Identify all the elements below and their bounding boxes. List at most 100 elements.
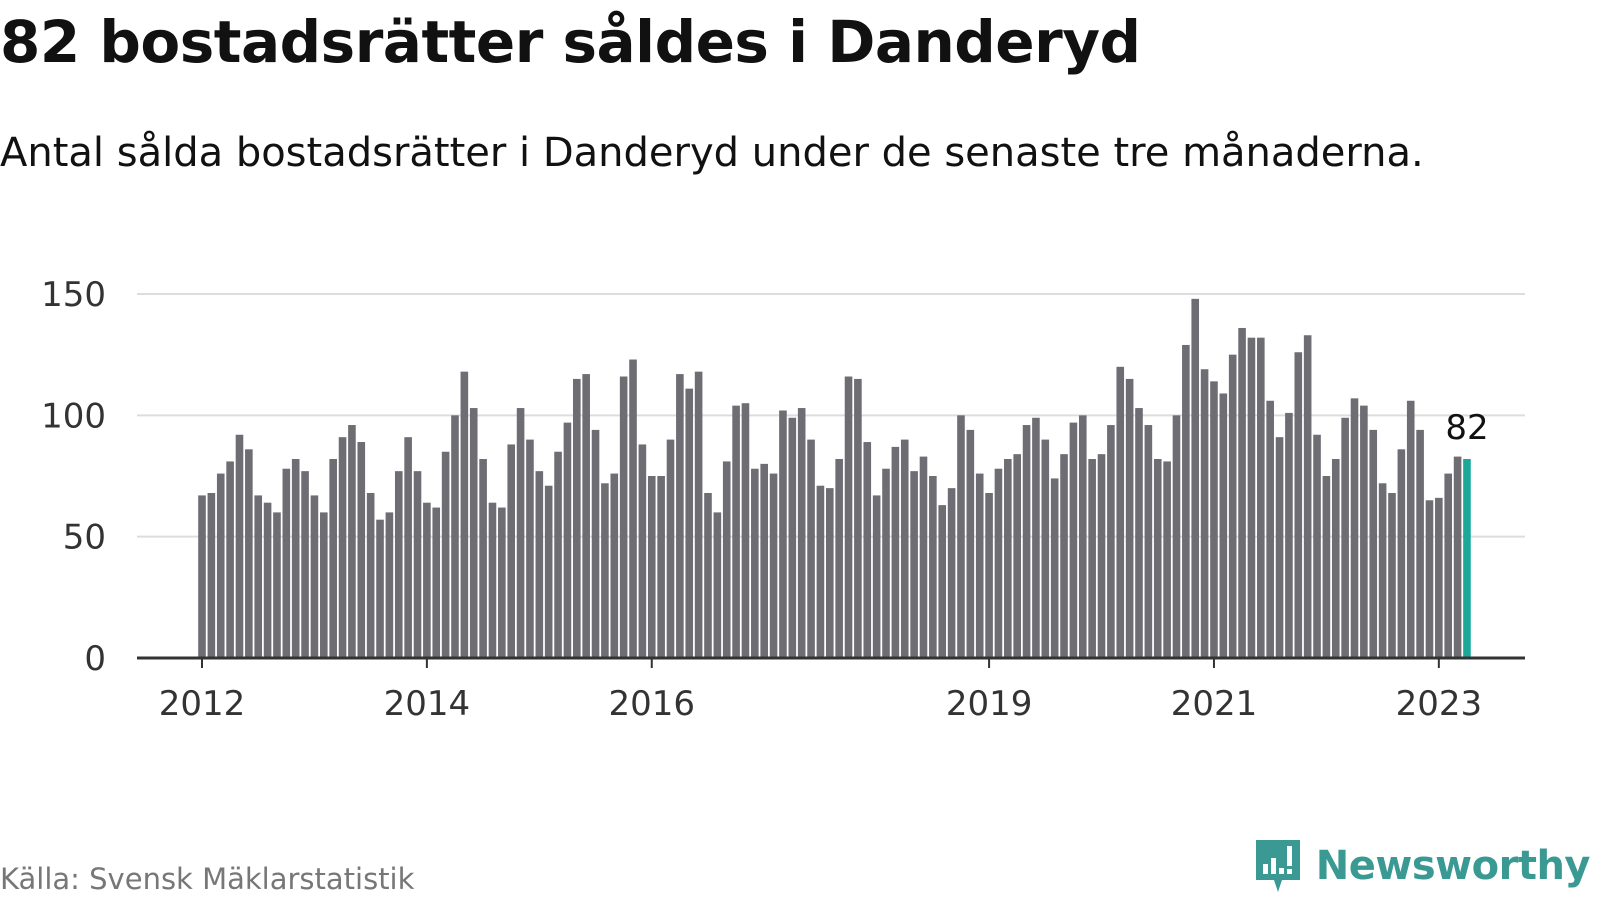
bar	[310, 495, 319, 658]
bar	[863, 442, 872, 658]
x-tick-label: 2023	[1396, 684, 1483, 724]
bar	[1435, 497, 1443, 658]
x-tick-label: 2016	[608, 684, 695, 724]
bar	[207, 492, 216, 658]
bar	[1041, 439, 1050, 658]
bar	[1444, 473, 1453, 658]
bar-chart: 0 50 100 150 2012 2014 2016 2019 2021 2023 82	[41, 275, 1525, 724]
bar	[825, 488, 834, 658]
bar	[413, 471, 422, 658]
bar	[929, 476, 937, 658]
bar	[1369, 429, 1378, 658]
bar	[1425, 500, 1434, 658]
bar	[1022, 425, 1031, 658]
bar	[732, 405, 740, 658]
bar	[1172, 415, 1181, 658]
bar	[544, 485, 553, 658]
bar	[1078, 415, 1087, 658]
bar	[263, 502, 272, 658]
newsworthy-logo-icon	[1255, 840, 1300, 892]
y-tick-label: 0	[84, 639, 106, 679]
x-tick-label: 2012	[159, 684, 246, 724]
bar	[245, 449, 253, 658]
bar	[1275, 437, 1284, 658]
bar	[1257, 337, 1265, 658]
bar	[1247, 337, 1256, 658]
bar	[1313, 434, 1321, 658]
bar	[1350, 398, 1359, 658]
bar	[1088, 459, 1096, 658]
bar	[900, 439, 909, 658]
bar	[957, 415, 965, 658]
bar	[1331, 459, 1340, 658]
bar	[357, 442, 366, 658]
bar	[985, 492, 993, 658]
brand-name: Newsworthy	[1315, 843, 1591, 889]
bar	[469, 408, 478, 658]
bar	[685, 388, 694, 658]
bar	[1238, 327, 1246, 658]
chart-title: 82 bostadsrätter såldes i Danderyd	[0, 8, 1141, 76]
bar	[563, 422, 572, 658]
bar	[1453, 456, 1462, 658]
bar	[1163, 461, 1171, 658]
bar	[479, 459, 487, 658]
bar	[779, 410, 787, 658]
bar	[1004, 459, 1012, 658]
x-tick-label: 2019	[946, 684, 1033, 724]
bar	[404, 437, 412, 658]
bar	[1322, 476, 1331, 658]
bar	[591, 429, 600, 658]
x-tick-label: 2014	[384, 684, 471, 724]
bar	[1032, 417, 1040, 658]
bar	[432, 507, 441, 658]
bar	[516, 408, 525, 658]
bar	[348, 425, 356, 658]
bar	[273, 512, 281, 658]
y-tick-label: 100	[41, 396, 106, 436]
bar	[629, 359, 637, 658]
bar	[1378, 483, 1387, 658]
bar	[788, 417, 797, 658]
bar	[1294, 352, 1303, 658]
bar	[657, 476, 665, 658]
bar	[610, 473, 619, 658]
bar	[226, 461, 234, 658]
bar	[385, 512, 394, 658]
bar	[394, 471, 403, 658]
bar	[816, 485, 825, 658]
bar	[554, 451, 562, 658]
bar	[722, 461, 731, 658]
bar	[1360, 405, 1368, 658]
bar	[601, 483, 609, 658]
chart-subtitle: Antal sålda bostadsrätter i Danderyd und…	[0, 130, 1424, 176]
bar	[1388, 492, 1396, 658]
bar	[1135, 408, 1143, 658]
bar	[975, 473, 984, 658]
bar	[1182, 344, 1190, 658]
bar	[891, 446, 900, 658]
bar	[526, 439, 534, 658]
bar	[441, 451, 450, 658]
bar	[1069, 422, 1078, 658]
bar	[854, 378, 862, 658]
bar	[1191, 298, 1200, 658]
y-tick-label: 150	[41, 275, 106, 315]
bar	[1107, 425, 1115, 658]
bar	[713, 512, 722, 658]
newsworthy-logo: Newsworthy	[1252, 838, 1591, 894]
bar	[638, 444, 647, 658]
bar	[1219, 393, 1228, 658]
bar	[938, 505, 947, 658]
x-tick-label: 2021	[1171, 684, 1258, 724]
bar	[582, 374, 590, 658]
bar	[741, 403, 750, 658]
bar	[1406, 400, 1415, 658]
source-note: Källa: Svensk Mäklarstatistik	[0, 862, 415, 896]
bar	[666, 439, 675, 658]
bar	[882, 468, 890, 658]
bar	[282, 468, 291, 658]
highlight-bar	[1463, 459, 1471, 658]
bar	[1397, 449, 1406, 658]
y-tick-label: 50	[63, 518, 106, 558]
